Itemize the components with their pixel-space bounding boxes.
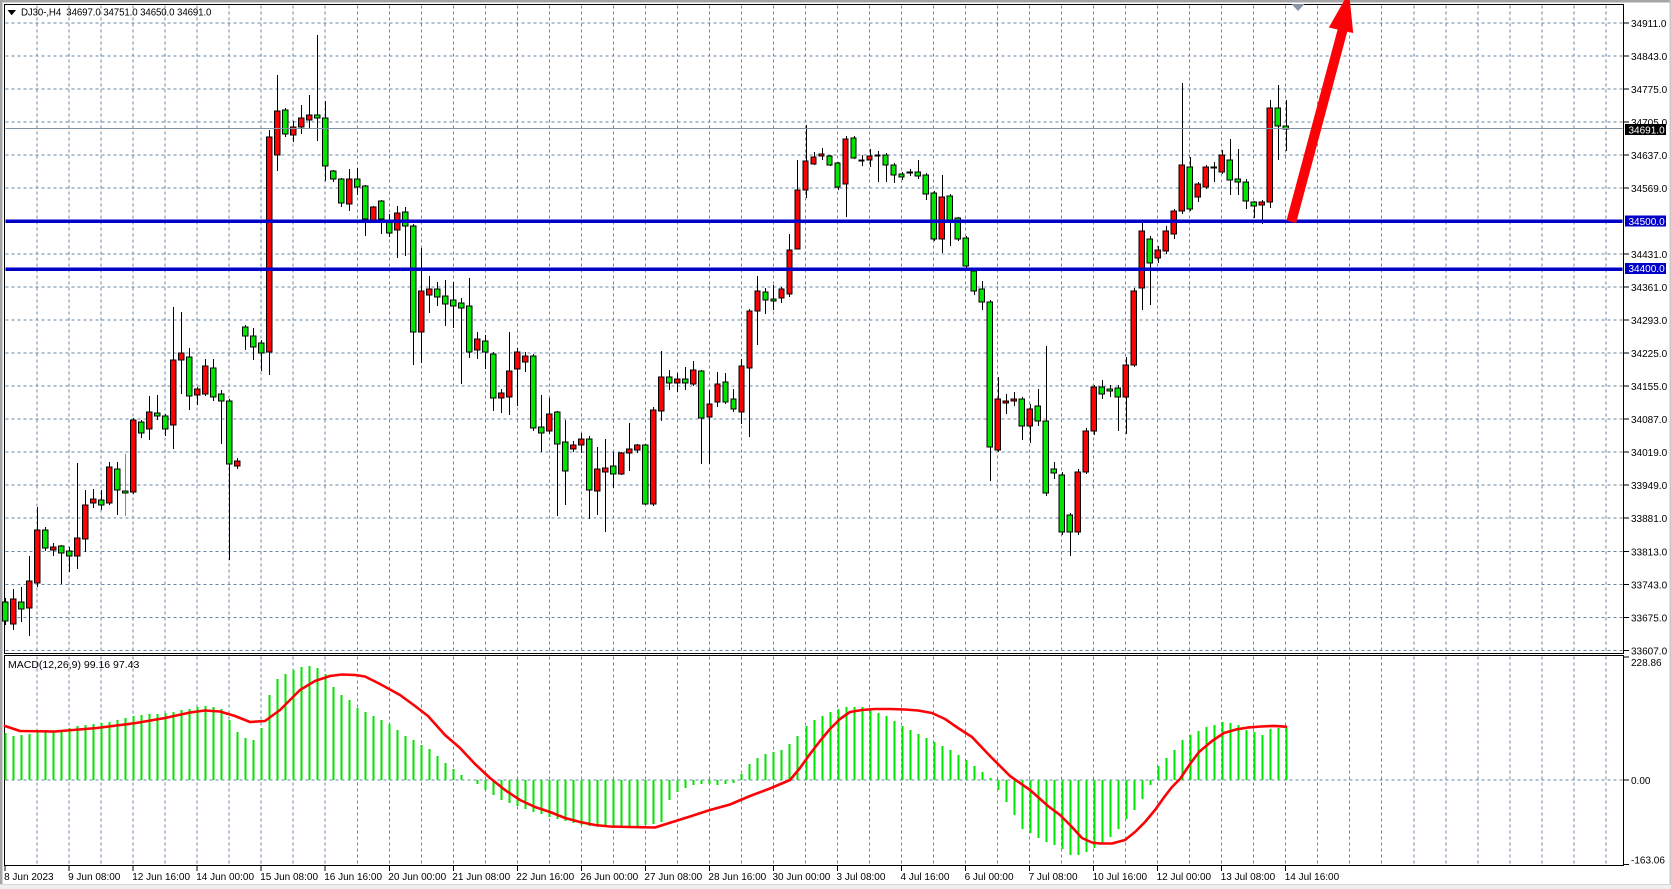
svg-text:21 Jun 08:00: 21 Jun 08:00 [452,872,510,883]
svg-text:34087.0: 34087.0 [1631,415,1668,426]
svg-text:34843.0: 34843.0 [1631,52,1668,63]
svg-text:12 Jun 16:00: 12 Jun 16:00 [132,872,190,883]
svg-text:34225.0: 34225.0 [1631,349,1668,360]
svg-text:14 Jul 16:00: 14 Jul 16:00 [1285,872,1340,883]
svg-text:33949.0: 33949.0 [1631,481,1668,492]
svg-text:10 Jul 16:00: 10 Jul 16:00 [1093,872,1148,883]
svg-text:16 Jun 16:00: 16 Jun 16:00 [324,872,382,883]
svg-text:34637.0: 34637.0 [1631,151,1668,162]
svg-text:3 Jul 08:00: 3 Jul 08:00 [837,872,886,883]
svg-text:34155.0: 34155.0 [1631,382,1668,393]
svg-text:-163.06: -163.06 [1631,856,1665,867]
svg-text:34293.0: 34293.0 [1631,316,1668,327]
svg-text:33675.0: 33675.0 [1631,613,1668,624]
svg-text:33743.0: 33743.0 [1631,580,1668,591]
svg-text:28 Jun 16:00: 28 Jun 16:00 [708,872,766,883]
svg-text:14 Jun 00:00: 14 Jun 00:00 [196,872,254,883]
svg-text:15 Jun 08:00: 15 Jun 08:00 [260,872,318,883]
svg-text:34911.0: 34911.0 [1631,19,1667,30]
svg-text:4 Jul 16:00: 4 Jul 16:00 [901,872,950,883]
svg-text:34691.0: 34691.0 [1629,125,1666,136]
svg-text:0.00: 0.00 [1631,776,1651,787]
svg-text:6 Jul 00:00: 6 Jul 00:00 [965,872,1014,883]
svg-text:33813.0: 33813.0 [1631,547,1668,558]
svg-text:34361.0: 34361.0 [1631,283,1668,294]
svg-text:13 Jul 08:00: 13 Jul 08:00 [1221,872,1276,883]
svg-text:MACD(12,26,9) 99.16 97.43: MACD(12,26,9) 99.16 97.43 [8,659,139,671]
svg-text:9 Jun 08:00: 9 Jun 08:00 [68,872,121,883]
svg-text:27 Jun 08:00: 27 Jun 08:00 [644,872,702,883]
svg-text:7 Jul 08:00: 7 Jul 08:00 [1029,872,1078,883]
svg-text:34705.0: 34705.0 [1631,118,1668,129]
svg-text:20 Jun 00:00: 20 Jun 00:00 [388,872,446,883]
svg-text:34569.0: 34569.0 [1631,184,1668,195]
svg-text:30 Jun 00:00: 30 Jun 00:00 [773,872,831,883]
svg-text:34431.0: 34431.0 [1631,250,1668,261]
svg-text:DJ30-,H4 34697.0 34751.0 3465: DJ30-,H4 34697.0 34751.0 34650.0 34691.0 [21,8,212,19]
svg-text:12 Jul 00:00: 12 Jul 00:00 [1157,872,1212,883]
svg-text:33607.0: 33607.0 [1631,646,1668,657]
svg-text:34019.0: 34019.0 [1631,448,1668,459]
svg-text:34500.0: 34500.0 [1629,217,1666,228]
svg-text:22 Jun 16:00: 22 Jun 16:00 [516,872,574,883]
svg-text:33881.0: 33881.0 [1631,514,1668,525]
svg-text:26 Jun 00:00: 26 Jun 00:00 [580,872,638,883]
svg-text:228.86: 228.86 [1631,658,1662,669]
svg-text:34775.0: 34775.0 [1631,85,1668,96]
svg-text:34400.0: 34400.0 [1629,264,1666,275]
svg-text:8 Jun 2023: 8 Jun 2023 [4,872,54,883]
